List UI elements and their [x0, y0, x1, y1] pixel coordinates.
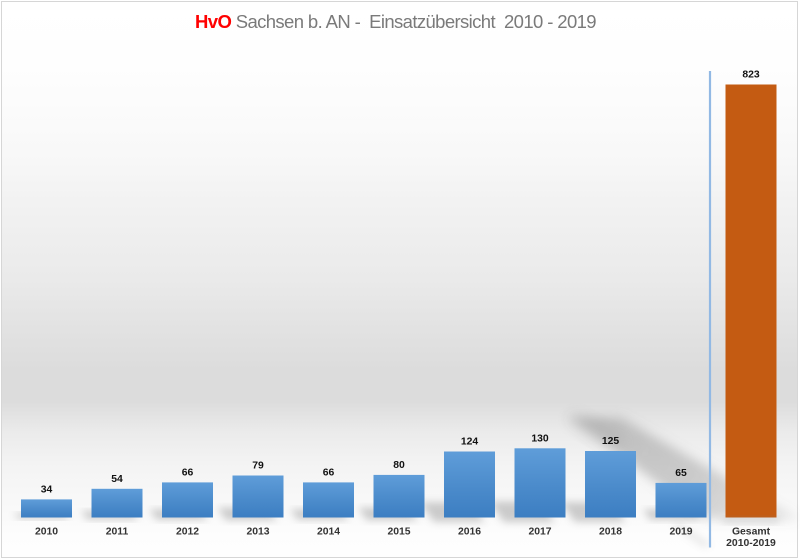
svg-text:80: 80: [393, 460, 405, 471]
svg-text:65: 65: [675, 468, 687, 479]
svg-text:2017: 2017: [528, 527, 551, 538]
svg-text:2013: 2013: [246, 527, 269, 538]
svg-text:130: 130: [531, 433, 549, 444]
svg-text:2018: 2018: [599, 527, 622, 538]
svg-text:2011: 2011: [106, 527, 129, 538]
svg-text:66: 66: [323, 467, 335, 478]
svg-text:2015: 2015: [387, 527, 410, 538]
svg-text:2010-2019: 2010-2019: [726, 538, 776, 549]
svg-text:34: 34: [41, 484, 53, 495]
svg-text:2014: 2014: [317, 527, 340, 538]
svg-text:66: 66: [182, 467, 194, 478]
svg-text:2019: 2019: [669, 527, 692, 538]
svg-text:2012: 2012: [176, 527, 199, 538]
svg-text:2010: 2010: [35, 527, 58, 538]
svg-text:79: 79: [252, 461, 264, 472]
svg-text:124: 124: [461, 437, 479, 448]
svg-text:125: 125: [602, 436, 620, 447]
svg-text:2016: 2016: [458, 527, 481, 538]
svg-text:54: 54: [111, 474, 123, 485]
svg-text:Gesamt: Gesamt: [732, 527, 771, 538]
svg-text:823: 823: [742, 70, 760, 81]
